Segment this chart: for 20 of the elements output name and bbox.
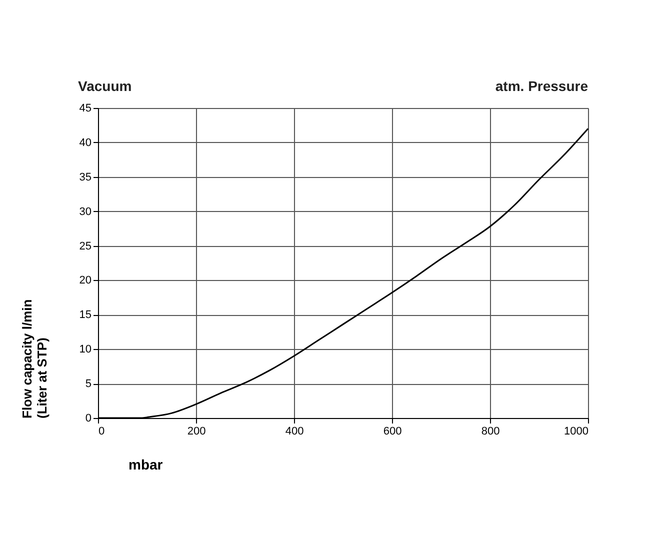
y-tick-label: 0 — [85, 412, 92, 424]
y-tick-label: 20 — [79, 274, 92, 287]
y-tick-label: 45 — [79, 102, 92, 114]
y-tick-label: 10 — [79, 344, 92, 356]
x-tick-label: 200 — [187, 426, 206, 438]
y-tick-label: 15 — [79, 309, 92, 322]
x-tick-label: 800 — [481, 426, 500, 438]
y-tick-label: 30 — [79, 206, 92, 218]
x-tick-label: 400 — [285, 426, 304, 438]
y-tick-label: 25 — [79, 240, 92, 252]
x-axis-title: mbar — [128, 456, 164, 472]
y-tick-label: 5 — [85, 378, 92, 390]
x-tick-label: 0 — [98, 426, 105, 438]
x-tick-label: 1000 — [564, 426, 588, 438]
y-tick-label: 35 — [79, 171, 92, 184]
text: atm. Pressure — [495, 78, 588, 94]
text: Vacuum — [78, 78, 132, 94]
x-tick-label: 600 — [383, 426, 402, 438]
y-tick-label: 40 — [79, 136, 92, 149]
y-axis-title: Flow capacity l/min (Liter at STP) — [19, 299, 50, 418]
